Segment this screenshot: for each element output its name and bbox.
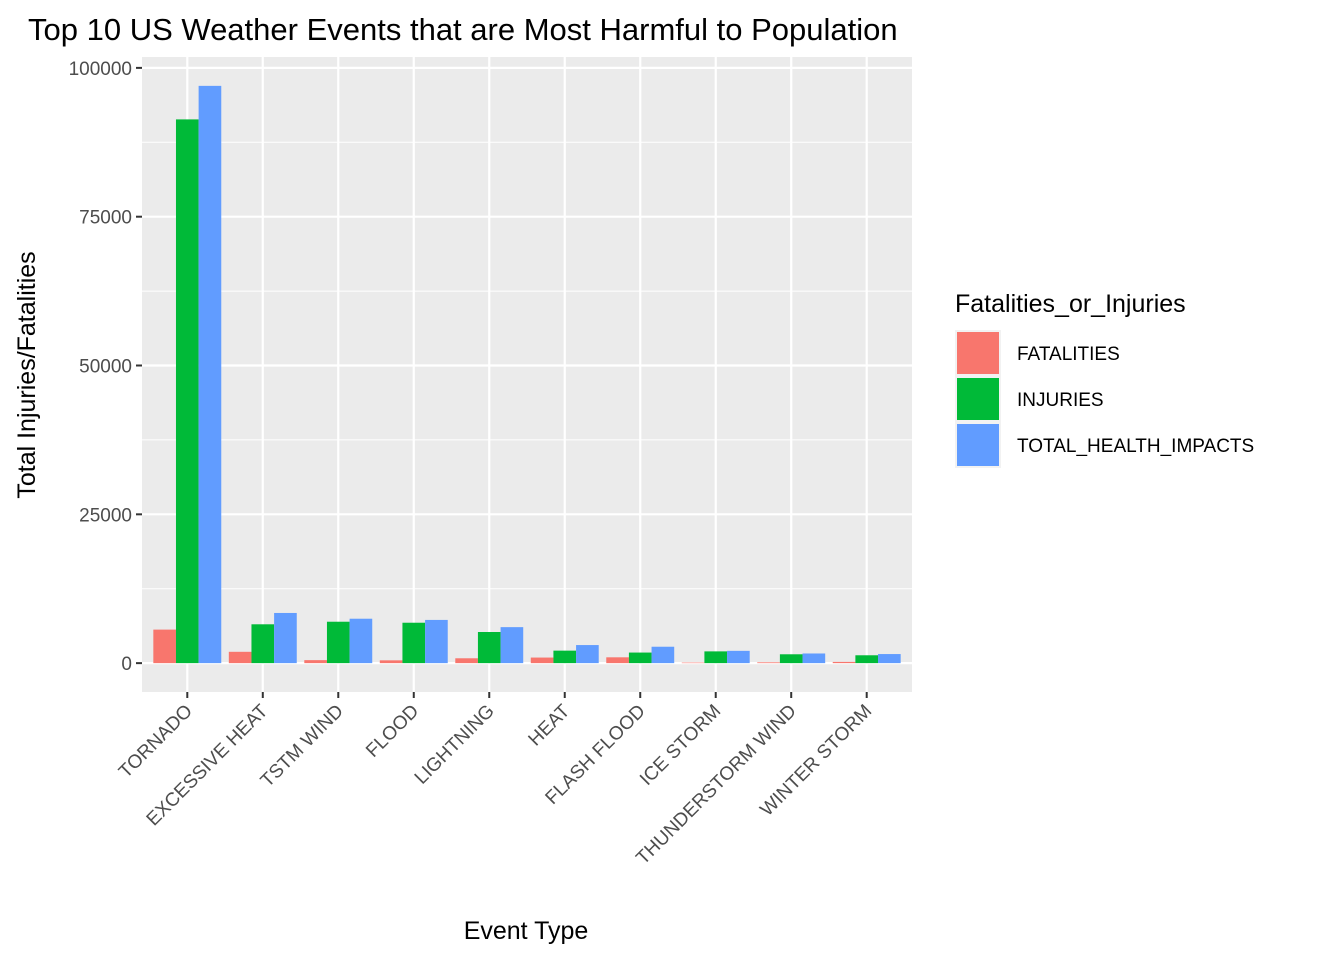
bar-fatalities (832, 661, 856, 664)
legend-swatch-fatalities (957, 332, 999, 374)
bar-injuries (477, 632, 501, 664)
bar-injuries (704, 651, 728, 664)
x-tick-label: THUNDERSTORM WIND (632, 701, 800, 869)
y-tick-label: 100000 (69, 59, 132, 80)
bars (153, 85, 901, 664)
x-axis-title: Event Type (464, 917, 589, 945)
bar-total-health-impacts (802, 653, 826, 664)
bar-fatalities (681, 662, 705, 664)
y-axis: 0 25000 50000 75000 100000 (69, 59, 142, 675)
x-tick-label: HEAT (525, 700, 575, 750)
legend-label: INJURIES (1017, 390, 1104, 411)
grid-minor (142, 141, 912, 590)
legend-label: TOTAL_HEALTH_IMPACTS (1017, 436, 1254, 457)
y-tick-label: 50000 (79, 357, 132, 378)
x-tick-label: LIGHTNING (411, 701, 499, 789)
bar-fatalities (606, 657, 629, 664)
legend-swatch-injuries (957, 378, 999, 420)
bar-injuries (402, 622, 426, 664)
bar-total-health-impacts (198, 85, 222, 664)
chart-title: Top 10 US Weather Events that are Most H… (28, 12, 898, 47)
legend: Fatalities_or_Injuries FATALITIES INJURIE… (955, 290, 1254, 468)
bar-injuries (251, 624, 275, 664)
legend-swatch-total-health-impacts (957, 424, 999, 466)
bar-total-health-impacts (500, 627, 524, 664)
bar-fatalities (757, 662, 780, 664)
bar-total-health-impacts (878, 654, 901, 664)
bar-fatalities (228, 651, 252, 664)
y-tick-label: 0 (121, 654, 132, 675)
bar-total-health-impacts (349, 618, 373, 664)
bar-injuries (855, 655, 879, 664)
grid-major (142, 57, 912, 692)
bar-fatalities (153, 629, 176, 664)
legend-title: Fatalities_or_Injuries (955, 290, 1186, 318)
bar-injuries (628, 652, 652, 664)
bar-total-health-impacts (576, 645, 599, 664)
bar-fatalities (379, 660, 403, 664)
bar-injuries (779, 654, 803, 664)
bar-fatalities (304, 660, 327, 664)
bar-total-health-impacts (651, 646, 675, 664)
bar-fatalities (530, 657, 554, 664)
y-axis-title: Total Injuries/Fatalities (13, 251, 41, 498)
x-tick-label: TORNADO (115, 701, 197, 783)
bar-injuries (326, 621, 350, 664)
y-tick-label: 25000 (79, 505, 132, 526)
y-tick-label: 75000 (79, 208, 132, 229)
bar-injuries (553, 650, 577, 664)
bar-total-health-impacts (425, 619, 448, 664)
bar-injuries (175, 119, 199, 664)
x-tick-label: FLOOD (362, 701, 423, 762)
legend-label: FATALITIES (1017, 344, 1120, 365)
bar-total-health-impacts (274, 612, 297, 664)
bar-fatalities (455, 658, 478, 664)
bar-total-health-impacts (727, 650, 750, 664)
plot-panel (142, 57, 912, 692)
